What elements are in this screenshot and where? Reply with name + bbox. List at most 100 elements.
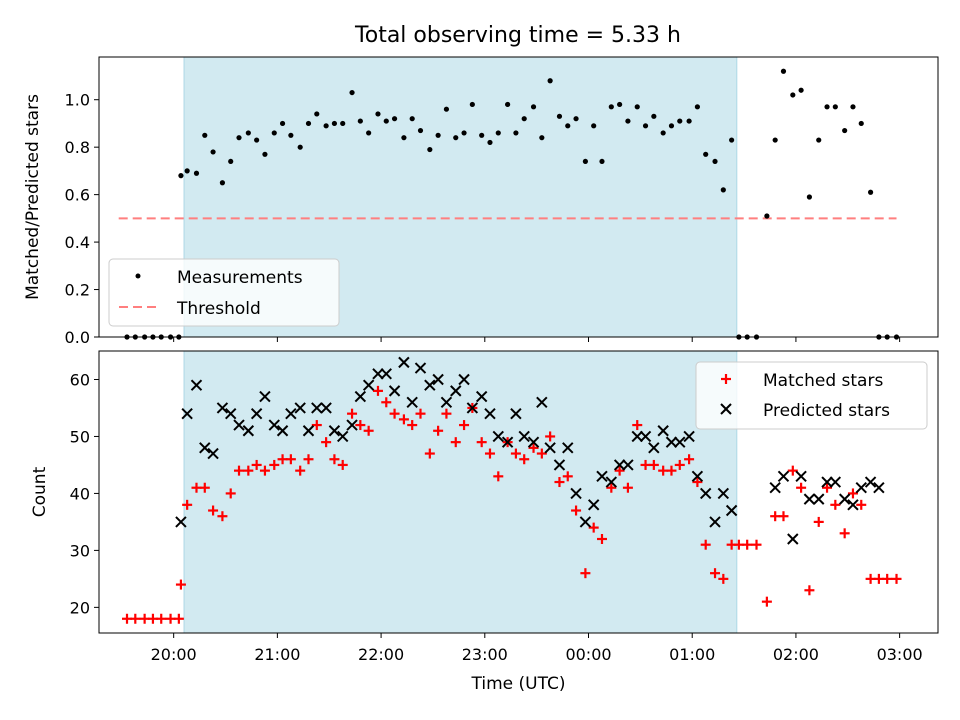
predicted-star-point [709, 516, 721, 528]
legend-threshold-label: Threshold [176, 299, 261, 319]
bottom-axes-frame [98, 350, 939, 634]
x-stroke-b [216, 402, 229, 414]
measurement-point [340, 120, 346, 127]
matched-star-point [407, 420, 418, 431]
matched-star-point [813, 516, 824, 527]
matched-star-point [822, 482, 833, 493]
predicted-star-point [250, 407, 263, 420]
matched-star-point [337, 459, 348, 470]
matched-star-point [372, 385, 383, 396]
predicted-star-point [337, 430, 349, 443]
measurement-point [479, 132, 485, 138]
bottom-observing-span [183, 350, 738, 634]
matched-star-point [742, 539, 753, 550]
x-stroke-b [864, 476, 877, 488]
matched-star-point [796, 482, 807, 493]
predicted-star-point [311, 402, 323, 414]
top-y-tick-label: 0.2 [65, 281, 90, 300]
matched-star-point [596, 534, 607, 544]
measurement-point [401, 135, 407, 141]
x-stroke-b [562, 442, 574, 454]
matched-star-point [847, 488, 858, 499]
bottom-y-tick-label: 20 [70, 598, 90, 617]
x-stroke-b [450, 385, 462, 397]
matched-star-point [571, 505, 582, 516]
x-stroke-b [544, 442, 556, 454]
predicted-star-point [622, 459, 634, 471]
x-stroke-b [691, 470, 704, 483]
matched-star-point [804, 585, 815, 596]
x-stroke-b [674, 436, 686, 448]
top-panel: 0.0 0.2 0.4 0.6 0.8 1.0 Matched/Predicted sta… [23, 56, 939, 347]
matched-star-point [234, 465, 245, 476]
measurement-point [790, 92, 796, 98]
measurement-point [461, 130, 467, 136]
bottom-y-tick-label: 30 [70, 541, 90, 560]
predicted-star-point [346, 419, 358, 431]
legend-measurements-marker [135, 273, 141, 279]
matched-star-point [528, 442, 539, 453]
x-stroke-b [795, 470, 807, 483]
predicted-star-point [190, 379, 203, 391]
predicted-star-point [216, 402, 229, 414]
matched-star-point [484, 448, 495, 459]
x-stroke-b [847, 499, 859, 511]
predicted-star-point [484, 407, 496, 420]
x-stroke-b [657, 425, 669, 437]
x-stroke-b [475, 390, 488, 403]
legend-predicted-label: Predicted stars [763, 401, 890, 421]
predicted-star-point [605, 476, 618, 488]
predicted-star-point [414, 362, 427, 374]
predicted-star-point [225, 407, 237, 420]
matched-star-point [381, 397, 392, 408]
top-y-tick-label: 0.8 [65, 138, 90, 157]
predicted-star-point [328, 425, 341, 437]
x-stroke-b [527, 436, 540, 448]
x-stroke-b [285, 407, 297, 420]
measurement-point [453, 135, 459, 141]
predicted-star-point [725, 504, 738, 517]
matched-star-point [311, 420, 322, 431]
matched-star-point [459, 420, 470, 431]
x-stroke-b [613, 459, 626, 471]
matched-star-point [199, 482, 210, 493]
predicted-star-point [372, 368, 384, 380]
x-stroke-b [683, 430, 695, 443]
predicted-star-point [803, 493, 816, 505]
matched-star-point [648, 459, 659, 470]
measurement-points [124, 68, 900, 340]
predicted-star-point [691, 470, 704, 483]
measurement-point [521, 116, 527, 122]
x-stroke-b [458, 373, 470, 386]
figure-title: Total observing time = 5.33 h [354, 23, 681, 48]
matched-star-point [156, 613, 167, 624]
measurement-point [806, 194, 813, 200]
x-stroke-b [225, 407, 237, 420]
x-stroke-b [855, 482, 867, 494]
measurement-point [184, 168, 190, 174]
predicted-star-point [813, 493, 825, 505]
predicted-star-point [388, 385, 401, 397]
predicted-star-point [406, 396, 418, 408]
predicted-star-point [458, 373, 470, 386]
top-y-axis-label: Matched/Predicted stars [23, 94, 43, 300]
predicted-star-point [631, 430, 643, 443]
measurement-point [271, 130, 277, 136]
measurement-point [772, 137, 778, 143]
measurement-point [547, 78, 553, 84]
matched-star-point [882, 573, 893, 584]
bottom-y-tick-label: 40 [70, 484, 90, 503]
predicted-star-point [536, 396, 548, 408]
measurement-point [323, 123, 329, 129]
x-stroke-b [536, 396, 548, 408]
matched-star-point [225, 488, 236, 499]
x-stroke-b [190, 379, 203, 391]
predicted-star-point [259, 390, 271, 403]
matched-star-point [217, 511, 228, 522]
matched-star-point [606, 482, 617, 493]
predicted-star-point [657, 425, 669, 437]
legend-x [720, 403, 732, 415]
matched-star-point [830, 499, 841, 510]
predicted-star-point [787, 533, 799, 545]
x-stroke-b [596, 470, 608, 483]
